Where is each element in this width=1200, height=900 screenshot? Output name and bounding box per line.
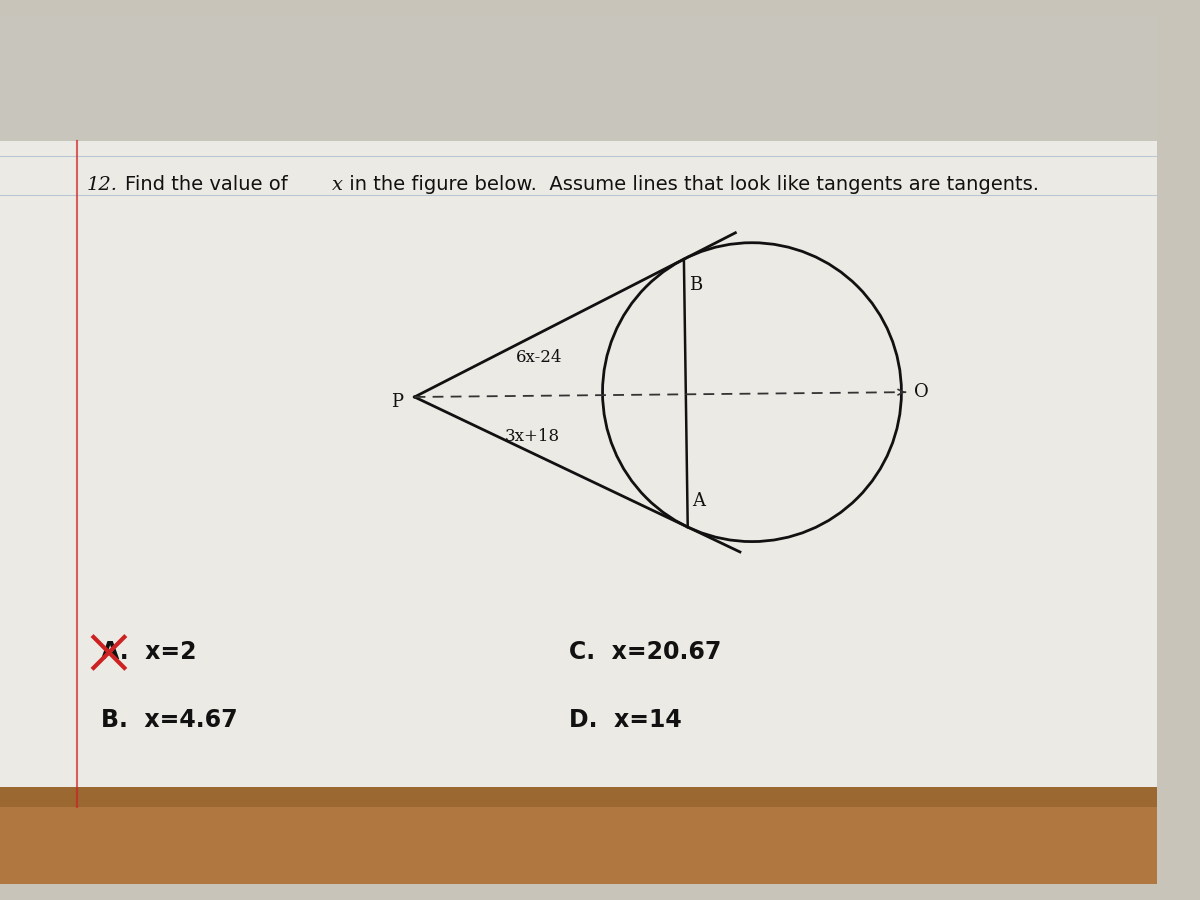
Text: x: x bbox=[331, 176, 343, 194]
Text: D.  x=14: D. x=14 bbox=[569, 708, 682, 732]
Text: O: O bbox=[914, 383, 929, 401]
Text: Find the value of: Find the value of bbox=[125, 176, 294, 194]
Text: A: A bbox=[692, 491, 706, 509]
Bar bbox=[0, 16, 1157, 141]
Text: 6x-24: 6x-24 bbox=[516, 349, 563, 366]
Text: 3x+18: 3x+18 bbox=[504, 428, 559, 445]
Bar bbox=[0, 132, 1157, 806]
Bar bbox=[0, 788, 1157, 884]
Bar bbox=[0, 806, 1157, 884]
Text: B.  x=4.67: B. x=4.67 bbox=[101, 708, 238, 732]
Text: P: P bbox=[391, 392, 403, 410]
Text: 12.: 12. bbox=[86, 176, 118, 194]
Text: in the figure below.  Assume lines that look like tangents are tangents.: in the figure below. Assume lines that l… bbox=[343, 176, 1039, 194]
Text: C.  x=20.67: C. x=20.67 bbox=[569, 641, 721, 664]
Text: A.  x=2: A. x=2 bbox=[101, 641, 197, 664]
Text: B: B bbox=[689, 276, 702, 294]
